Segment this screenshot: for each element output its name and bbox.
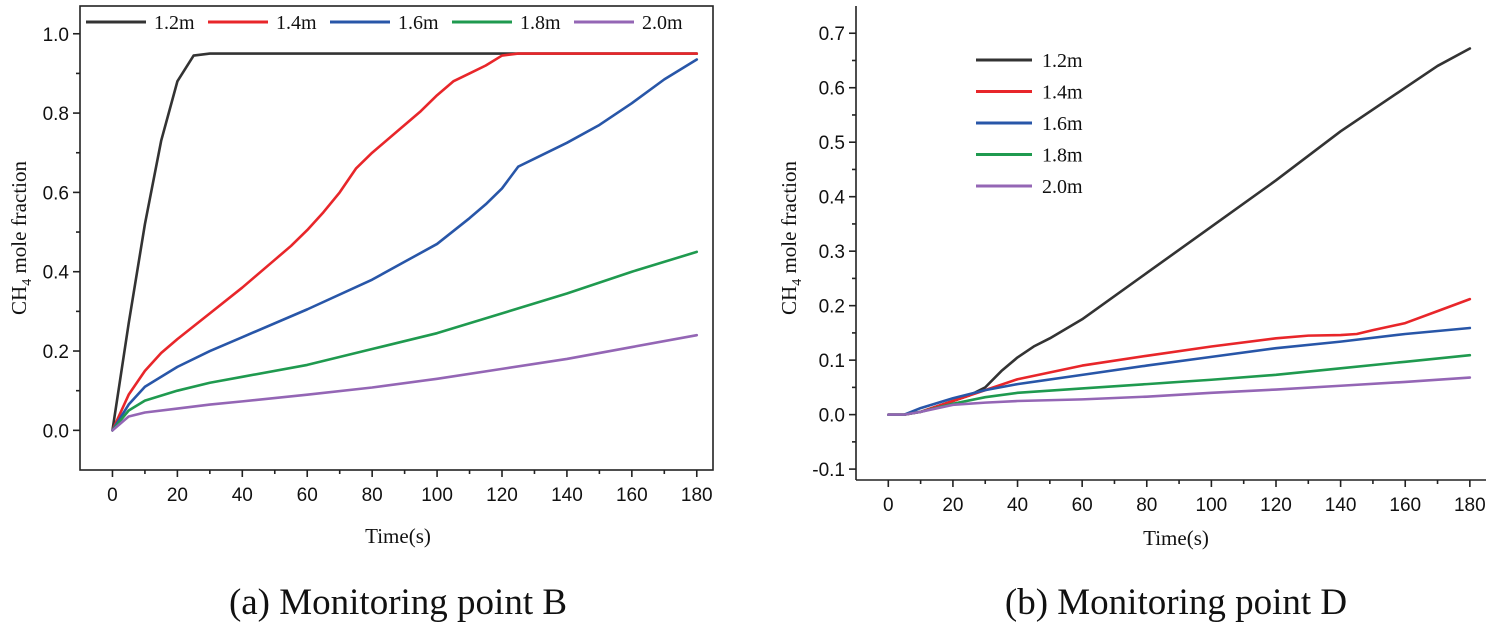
panel-a-legend-label: 1.2m [154,12,195,34]
panel-b-legend-label: 2.0m [1042,176,1083,198]
panel-b-y-axis-title-subscript: 4 [790,279,805,286]
panel-b-legend: 1.2m 1.4m 1.6m 1.8m 2.0m [976,50,1083,198]
panel-b-monitoring-point-d: -0.1 0.0 0.1 0.2 0.3 0.4 0.5 0.6 0.7 0 20 40 60 80 10… [777,6,1486,623]
panel-a-legend-label: 2.0m [642,12,683,34]
panel-b-x-tick-label: 180 [1454,495,1486,516]
panel-a-series-line-2.0m [111,333,699,432]
panel-a-legend-label: 1.8m [520,12,561,34]
panel-b-x-tick-label: 140 [1325,495,1357,516]
panel-a-y-tick-label: 0.8 [43,104,69,125]
panel-a-y-axis-title-rest: mole fraction [7,161,31,279]
panel-a-x-tick-label: 80 [362,485,383,506]
panel-b-y-tick-label: 0.5 [819,133,845,154]
panel-b-y-tick-label: -0.1 [812,460,845,481]
panel-b-x-axis: 0 20 40 60 80 100 120 140 160 180 [883,480,1486,516]
panel-b-y-tick-label: 0.0 [819,406,845,427]
panel-a-y-axis-title-main: CH [7,286,31,315]
panel-a-y-axis: 0.0 0.2 0.4 0.6 0.8 1.0 [43,25,80,442]
panel-a-plot-frame [79,5,714,471]
panel-a-x-tick-label: 140 [551,485,583,506]
panel-a-legend: 1.2m 1.4m 1.6m 1.8m 2.0m [86,12,683,34]
panel-b-x-tick-label: 40 [1007,495,1028,516]
panel-a-monitoring-point-b: 0.0 0.2 0.4 0.6 0.8 1.0 0 20 40 60 80 100 120 140 160… [7,5,714,623]
panel-b-y-tick-label: 0.2 [819,297,845,318]
panel-b-x-tick-label: 160 [1389,495,1421,516]
panel-a-y-tick-label: 0.6 [43,183,69,204]
panel-b-y-tick-label: 0.3 [819,242,845,263]
panel-b-series-line-2.0m [887,376,1472,416]
panel-a-x-tick-label: 180 [681,485,713,506]
panel-a-legend-label: 1.6m [398,12,439,34]
panel-b-series-line-1.8m [887,353,1472,416]
panel-a-x-tick-label: 160 [616,485,648,506]
panel-b-y-tick-label: 0.7 [819,24,845,45]
panel-a-series-line-1.4m [111,52,699,432]
panel-b-x-tick-label: 120 [1260,495,1292,516]
panel-b-y-tick-label: 0.6 [819,79,845,100]
panel-b-caption: (b) Monitoring point D [1005,582,1347,623]
panel-b-x-tick-label: 60 [1072,495,1093,516]
panel-b-legend-label: 1.2m [1042,50,1083,72]
panel-a-x-tick-label: 100 [421,485,453,506]
panel-a-x-tick-label: 60 [297,485,318,506]
panel-a-y-tick-label: 0.4 [43,263,70,284]
panel-a-series-line-1.8m [111,250,699,432]
panel-a-y-tick-label: 1.0 [43,25,69,46]
panel-a-series-line-1.2m [111,52,699,432]
panel-a-x-axis: 0 20 40 60 80 100 120 140 160 180 [107,470,713,506]
panel-a-y-axis-title-subscript: 4 [20,279,35,286]
panel-b-x-tick-label: 20 [942,495,963,516]
panel-a-x-axis-title: Time(s) [365,524,431,548]
panel-b-y-axis-title: CH4 mole fraction [777,161,805,315]
panel-a-x-tick-label: 120 [486,485,518,506]
panel-a-caption: (a) Monitoring point B [229,582,567,623]
panel-b-legend-label: 1.8m [1042,145,1083,167]
panel-a-series-group [111,52,699,432]
panel-a-y-tick-label: 0.0 [43,421,69,442]
panel-b-series-line-1.6m [887,326,1472,416]
panel-b-y-axis: -0.1 0.0 0.1 0.2 0.3 0.4 0.5 0.6 0.7 [812,24,856,481]
panel-a-x-tick-label: 0 [107,485,118,506]
panel-a-x-tick-label: 40 [232,485,253,506]
panel-a-series-line-1.6m [111,58,699,432]
panel-b-legend-label: 1.6m [1042,113,1083,135]
panel-a-y-axis-title: CH4 mole fraction [7,161,35,315]
panel-b-y-tick-label: 0.1 [819,351,845,372]
panel-b-x-tick-label: 80 [1136,495,1157,516]
panel-a-legend-label: 1.4m [276,12,317,34]
panel-b-legend-label: 1.4m [1042,82,1083,104]
panel-b-x-axis-title: Time(s) [1143,526,1209,550]
panel-b-x-tick-label: 100 [1196,495,1228,516]
panel-b-y-axis-title-main: CH [777,286,801,315]
panel-b-series-line-1.4m [887,297,1472,416]
panel-b-y-axis-title-rest: mole fraction [777,161,801,279]
panel-b-series-group [887,47,1472,416]
panel-a-y-tick-label: 0.2 [43,342,69,363]
panel-b-series-line-1.2m [887,47,1472,416]
panel-a-x-tick-label: 20 [167,485,188,506]
panel-b-x-tick-label: 0 [883,495,894,516]
panel-b-y-tick-label: 0.4 [819,188,846,209]
